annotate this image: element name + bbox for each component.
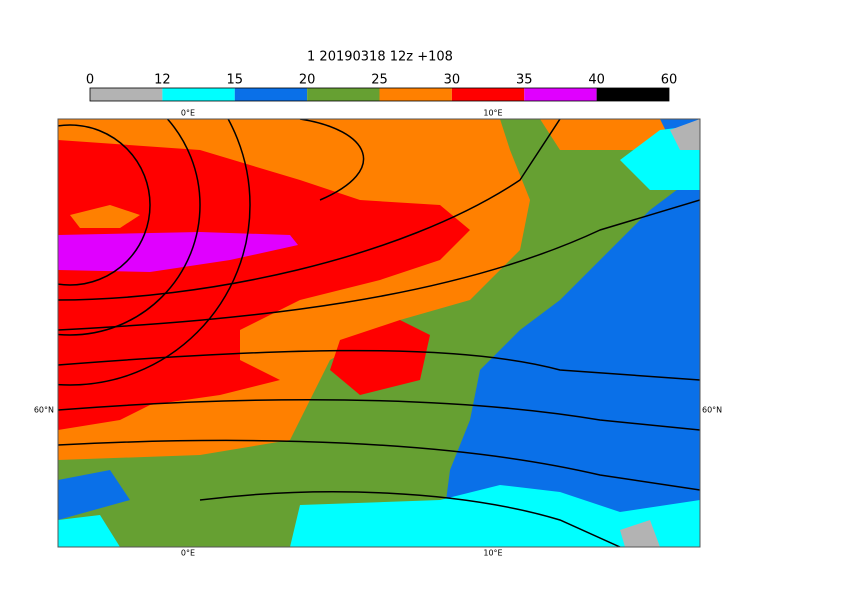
colorbar-segment: [596, 88, 669, 101]
contour: [58, 349, 700, 381]
region: [290, 485, 700, 547]
contour: [58, 399, 700, 431]
region: [70, 205, 140, 228]
colorbar-label: 20: [299, 73, 316, 88]
colorbar: 0 12 15 20 25 30 35 40 60: [86, 73, 677, 102]
region: [440, 119, 700, 547]
region: [330, 320, 430, 395]
contour: [299, 119, 365, 201]
colorbar-label: 35: [516, 73, 533, 88]
lat-label: 60°N: [34, 406, 54, 415]
colorbar-label: 25: [371, 73, 388, 88]
colorbar-label: 60: [661, 73, 678, 88]
colorbar-segment: [307, 88, 380, 101]
map: [58, 119, 700, 547]
region: [670, 119, 700, 150]
colorbar-frame: [89, 87, 670, 102]
colorbar-segment: [379, 88, 452, 101]
region: [58, 232, 298, 272]
lon-label: 0°E: [181, 549, 195, 558]
lon-label: 10°E: [483, 109, 502, 118]
colorbar-label: 12: [154, 73, 171, 88]
region: [58, 470, 130, 520]
colorbar-label: 15: [226, 73, 243, 88]
colorbar-label: 30: [444, 73, 461, 88]
region: [58, 515, 120, 547]
lon-label: 0°E: [181, 109, 195, 118]
region: [620, 520, 660, 547]
colorbar-segment: [90, 88, 163, 101]
contour: [58, 199, 700, 331]
contour: [58, 119, 561, 301]
contour: [58, 119, 251, 386]
lon-label: 10°E: [483, 549, 502, 558]
title: 1 20190318 12z +108: [307, 50, 453, 65]
contour: [58, 119, 201, 336]
colorbar-segment: [234, 88, 308, 101]
colorbar-label: 40: [588, 73, 605, 88]
contour: [199, 491, 621, 547]
colorbar-label: 0: [86, 73, 94, 88]
contour: [58, 124, 151, 286]
colorbar-segment: [524, 88, 597, 101]
colorbar-segment: [451, 88, 525, 101]
lat-label: 60°N: [702, 406, 722, 415]
map-frame: [57, 118, 701, 548]
contour: [58, 439, 700, 491]
colorbar-segment: [162, 88, 235, 101]
